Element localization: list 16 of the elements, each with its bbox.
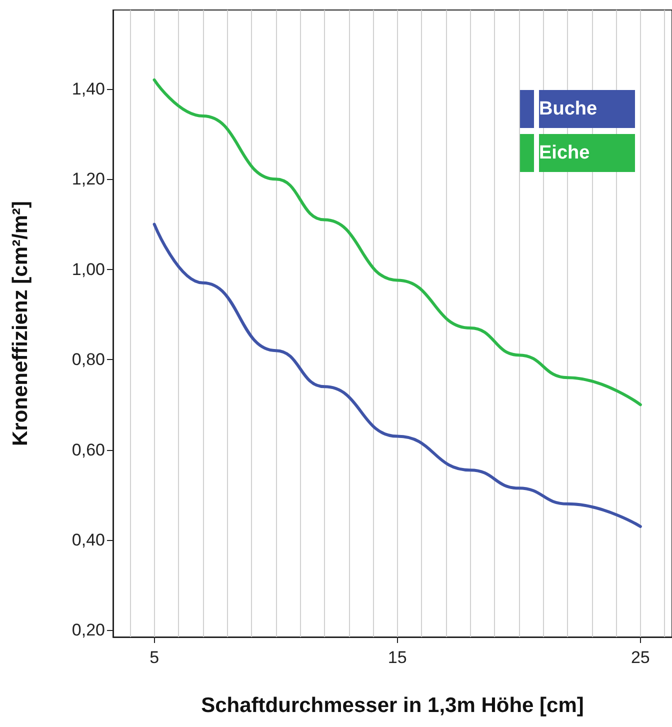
- y-tick-label: 0,40: [72, 530, 105, 550]
- y-tick-label: 1,00: [72, 260, 105, 279]
- y-tick-label: 0,20: [72, 620, 105, 640]
- x-tick-label: 15: [388, 648, 407, 667]
- y-tick-label: 0,60: [72, 440, 105, 460]
- x-tick-label: 25: [630, 648, 650, 667]
- line-series: [152, 78, 642, 406]
- y-axis-title: Kroneneffizienz [cm²/m²]: [9, 200, 32, 446]
- legend-label: Buche: [539, 98, 598, 120]
- y-tick-label: 0,80: [72, 350, 105, 370]
- x-axis-title: Schaftdurchmesser in 1,3m Höhe [cm]: [201, 694, 584, 717]
- y-tick-label: 1,40: [72, 79, 105, 98]
- x-tick-label: 5: [150, 648, 160, 667]
- line-series: [152, 222, 642, 528]
- legend-label: Eiche: [539, 142, 590, 164]
- y-tick-label: 1,20: [72, 170, 105, 189]
